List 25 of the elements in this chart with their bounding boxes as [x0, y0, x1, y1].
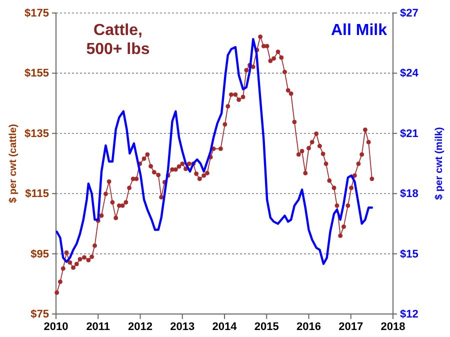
y2-tick-label: $15: [400, 248, 418, 260]
y-tick-label: $115: [25, 188, 49, 200]
x-tick-label: 2010: [44, 320, 68, 333]
text: Cattle, 500+ lbs: [86, 22, 150, 58]
y-tick-label: $155: [24, 68, 49, 80]
x-tick-label: 2013: [170, 320, 195, 333]
text: All Milk: [330, 22, 388, 39]
y2-tick-label: $27: [400, 8, 418, 20]
y-tick-label: $175: [24, 8, 49, 20]
x-tick-label: 2016: [296, 320, 321, 333]
y2-axis-title: $ per cwt (milk): [434, 127, 445, 200]
x-tick-label: 2011: [86, 320, 110, 333]
x-tick-label: 2015: [254, 320, 279, 333]
y-tick-label: $95: [30, 248, 49, 260]
y-tick-label: $75: [30, 308, 49, 321]
y2-tick-label: $12: [400, 308, 418, 321]
y2-tick-label: $18: [400, 188, 418, 200]
x-tick-label: 2012: [128, 320, 152, 333]
y-tick-label: $135: [24, 128, 49, 140]
y-axis-title: $ per cwt (cattle): [8, 124, 19, 203]
x-tick-label: 2014: [212, 320, 238, 333]
x-tick-label: 2018: [380, 320, 406, 333]
x-tick-label: 2017: [338, 320, 364, 333]
y2-tick-label: $21: [400, 128, 418, 140]
y2-tick-label: $24: [400, 68, 420, 80]
